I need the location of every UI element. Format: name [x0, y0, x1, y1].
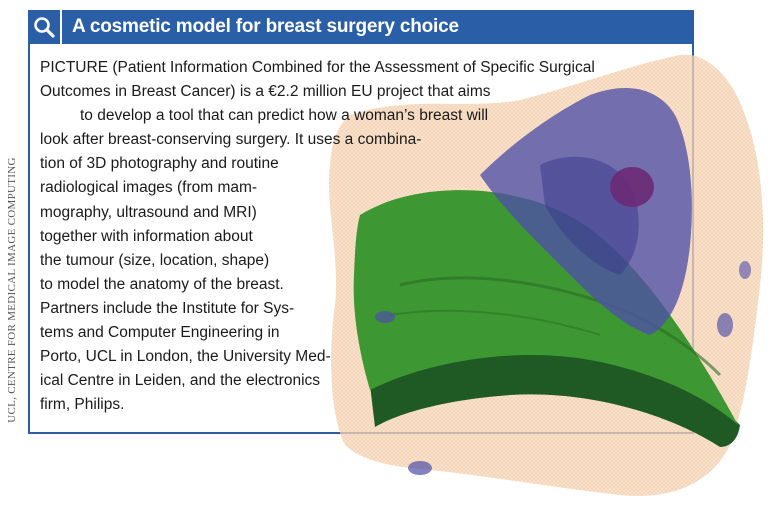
body-line: to develop a tool that can predict how a… — [80, 107, 489, 125]
body-line: Outcomes in Breast Cancer) is a €2.2 mil… — [40, 83, 491, 101]
body-line: together with information about — [40, 227, 253, 245]
magnifier-icon — [28, 10, 62, 44]
body-line: ical Centre in Leiden, and the electroni… — [40, 372, 321, 390]
photo-credit-text: UCL, CENTRE FOR MEDICAL IMAGE COMPUTING — [6, 157, 18, 423]
body-line: look after breast-conserving surgery. It… — [40, 131, 422, 149]
body-line: Porto, UCL in London, the University Med… — [40, 348, 331, 366]
body-line: the tumour (size, location, shape) — [40, 251, 270, 269]
body-line: mography, ultrasound and MRI) — [40, 203, 257, 221]
body-line: firm, Philips. — [40, 396, 125, 414]
photo-credit: UCL, CENTRE FOR MEDICAL IMAGE COMPUTING — [2, 140, 22, 440]
breast-3d-model-image — [328, 55, 764, 496]
body-line: radiological images (from mam- — [40, 179, 258, 197]
sidebar-header: A cosmetic model for breast surgery choi… — [28, 10, 694, 44]
body-line: PICTURE (Patient Information Combined fo… — [40, 59, 595, 76]
body-line: tion of 3D photography and routine — [40, 155, 279, 173]
sidebar-body-text: PICTURE (Patient Information Combined fo… — [40, 56, 620, 417]
body-line: Partners include the Institute for Sys- — [40, 299, 295, 317]
sidebar-title: A cosmetic model for breast surgery choi… — [72, 16, 459, 37]
body-line: to model the anatomy of the breast. — [40, 275, 284, 293]
body-line: tems and Computer Engineering in — [40, 324, 280, 342]
